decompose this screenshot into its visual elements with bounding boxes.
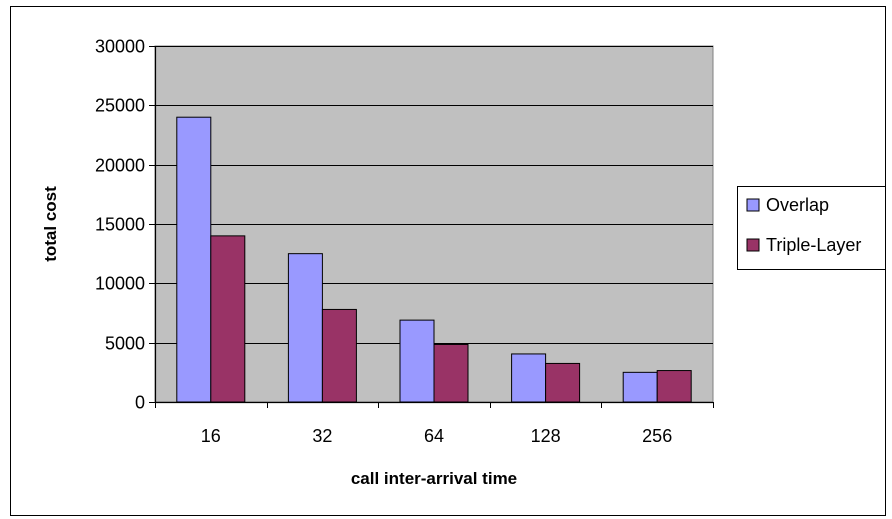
x-tick-label: 128 (531, 426, 561, 446)
legend-box (737, 186, 886, 270)
x-tick-label: 16 (201, 426, 221, 446)
y-tick-label: 0 (135, 393, 145, 413)
bar-triple-layer-256 (656, 370, 692, 403)
bar-triple-layer-32 (321, 308, 357, 403)
bar-triple-layer-128 (545, 362, 581, 403)
bars-group (176, 116, 692, 403)
bar-overlap-16 (176, 116, 212, 403)
x-axis-title: call inter-arrival time (351, 469, 517, 488)
legend-label: Triple-Layer (766, 235, 861, 255)
y-tick-label: 25000 (95, 96, 145, 116)
y-tick-label: 15000 (95, 215, 145, 235)
bar-overlap-64 (399, 319, 435, 403)
x-tick-label: 64 (424, 426, 444, 446)
y-tick-label: 20000 (95, 156, 145, 176)
y-tick-label: 10000 (95, 274, 145, 294)
legend-swatch (746, 238, 760, 252)
bar-triple-layer-64 (433, 343, 469, 403)
bar-overlap-256 (622, 371, 658, 403)
bar-triple-layer-16 (210, 235, 246, 403)
x-tick-label: 32 (312, 426, 332, 446)
y-tick-label: 30000 (95, 37, 145, 57)
bar-overlap-128 (511, 353, 547, 403)
bar-overlap-32 (287, 253, 323, 403)
axes-group: 0 5000 10000 15000 20000 25000 30000 16 32 64 128 2… (95, 37, 714, 446)
legend-swatch (746, 198, 760, 212)
x-tick-label: 256 (642, 426, 672, 446)
legend-label: Overlap (766, 195, 829, 215)
y-axis-title: total cost (41, 186, 60, 262)
y-tick-label: 5000 (105, 334, 145, 354)
legend: Overlap Triple-Layer (737, 186, 886, 270)
